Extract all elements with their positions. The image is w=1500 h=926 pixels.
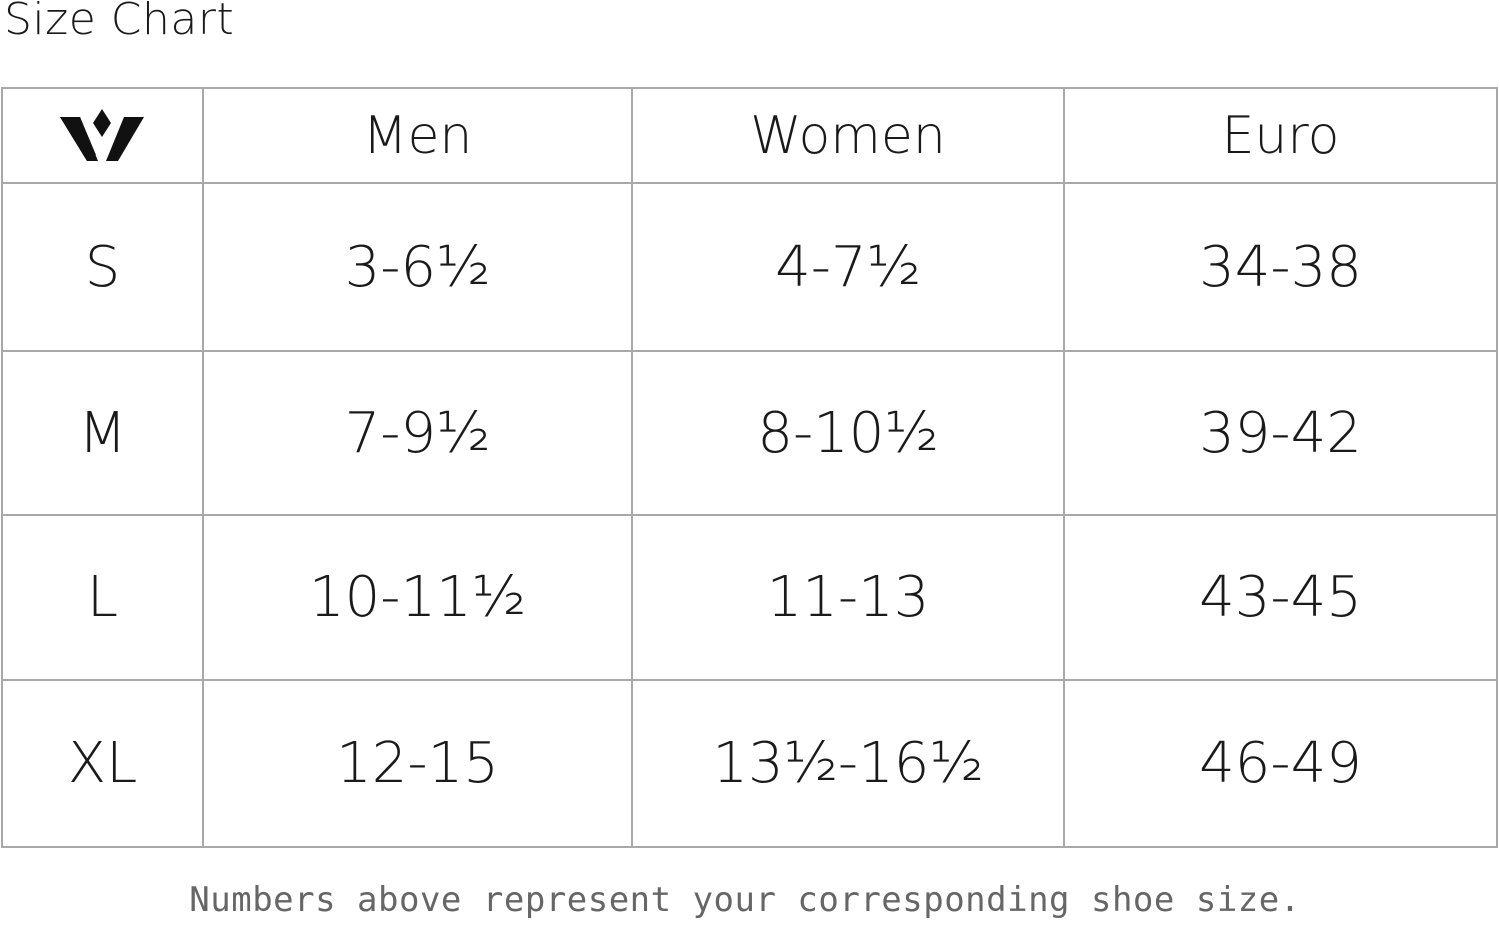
size-cell: XL [1, 679, 204, 848]
table-row: S 3-6½ 4-7½ 34-38 [1, 182, 1498, 352]
table-row: M 7-9½ 8-10½ 39-42 [1, 350, 1498, 516]
footnote: Numbers above represent your correspondi… [189, 880, 1301, 920]
header-women: Women [631, 87, 1065, 184]
header-euro: Euro [1063, 87, 1498, 184]
women-cell: 11-13 [631, 514, 1065, 681]
logo-cell [1, 87, 204, 184]
size-chart-table: Men Women Euro S 3-6½ 4-7½ 34-38 M 7-9½ … [1, 87, 1498, 848]
women-cell: 13½-16½ [631, 679, 1065, 848]
women-cell: 4-7½ [631, 182, 1065, 352]
table-row: XL 12-15 13½-16½ 46-49 [1, 679, 1498, 848]
size-cell: L [1, 514, 204, 681]
women-cell: 8-10½ [631, 350, 1065, 516]
header-men: Men [202, 87, 633, 184]
page-title: Size Chart [4, 0, 235, 45]
euro-cell: 43-45 [1063, 514, 1498, 681]
size-cell: S [1, 182, 204, 352]
men-cell: 3-6½ [202, 182, 633, 352]
men-cell: 12-15 [202, 679, 633, 848]
euro-cell: 39-42 [1063, 350, 1498, 516]
table-row: L 10-11½ 11-13 43-45 [1, 514, 1498, 681]
table-header-row: Men Women Euro [1, 87, 1498, 184]
euro-cell: 46-49 [1063, 679, 1498, 848]
men-cell: 7-9½ [202, 350, 633, 516]
size-cell: M [1, 350, 204, 516]
euro-cell: 34-38 [1063, 182, 1498, 352]
brand-logo-icon [59, 108, 144, 161]
men-cell: 10-11½ [202, 514, 633, 681]
